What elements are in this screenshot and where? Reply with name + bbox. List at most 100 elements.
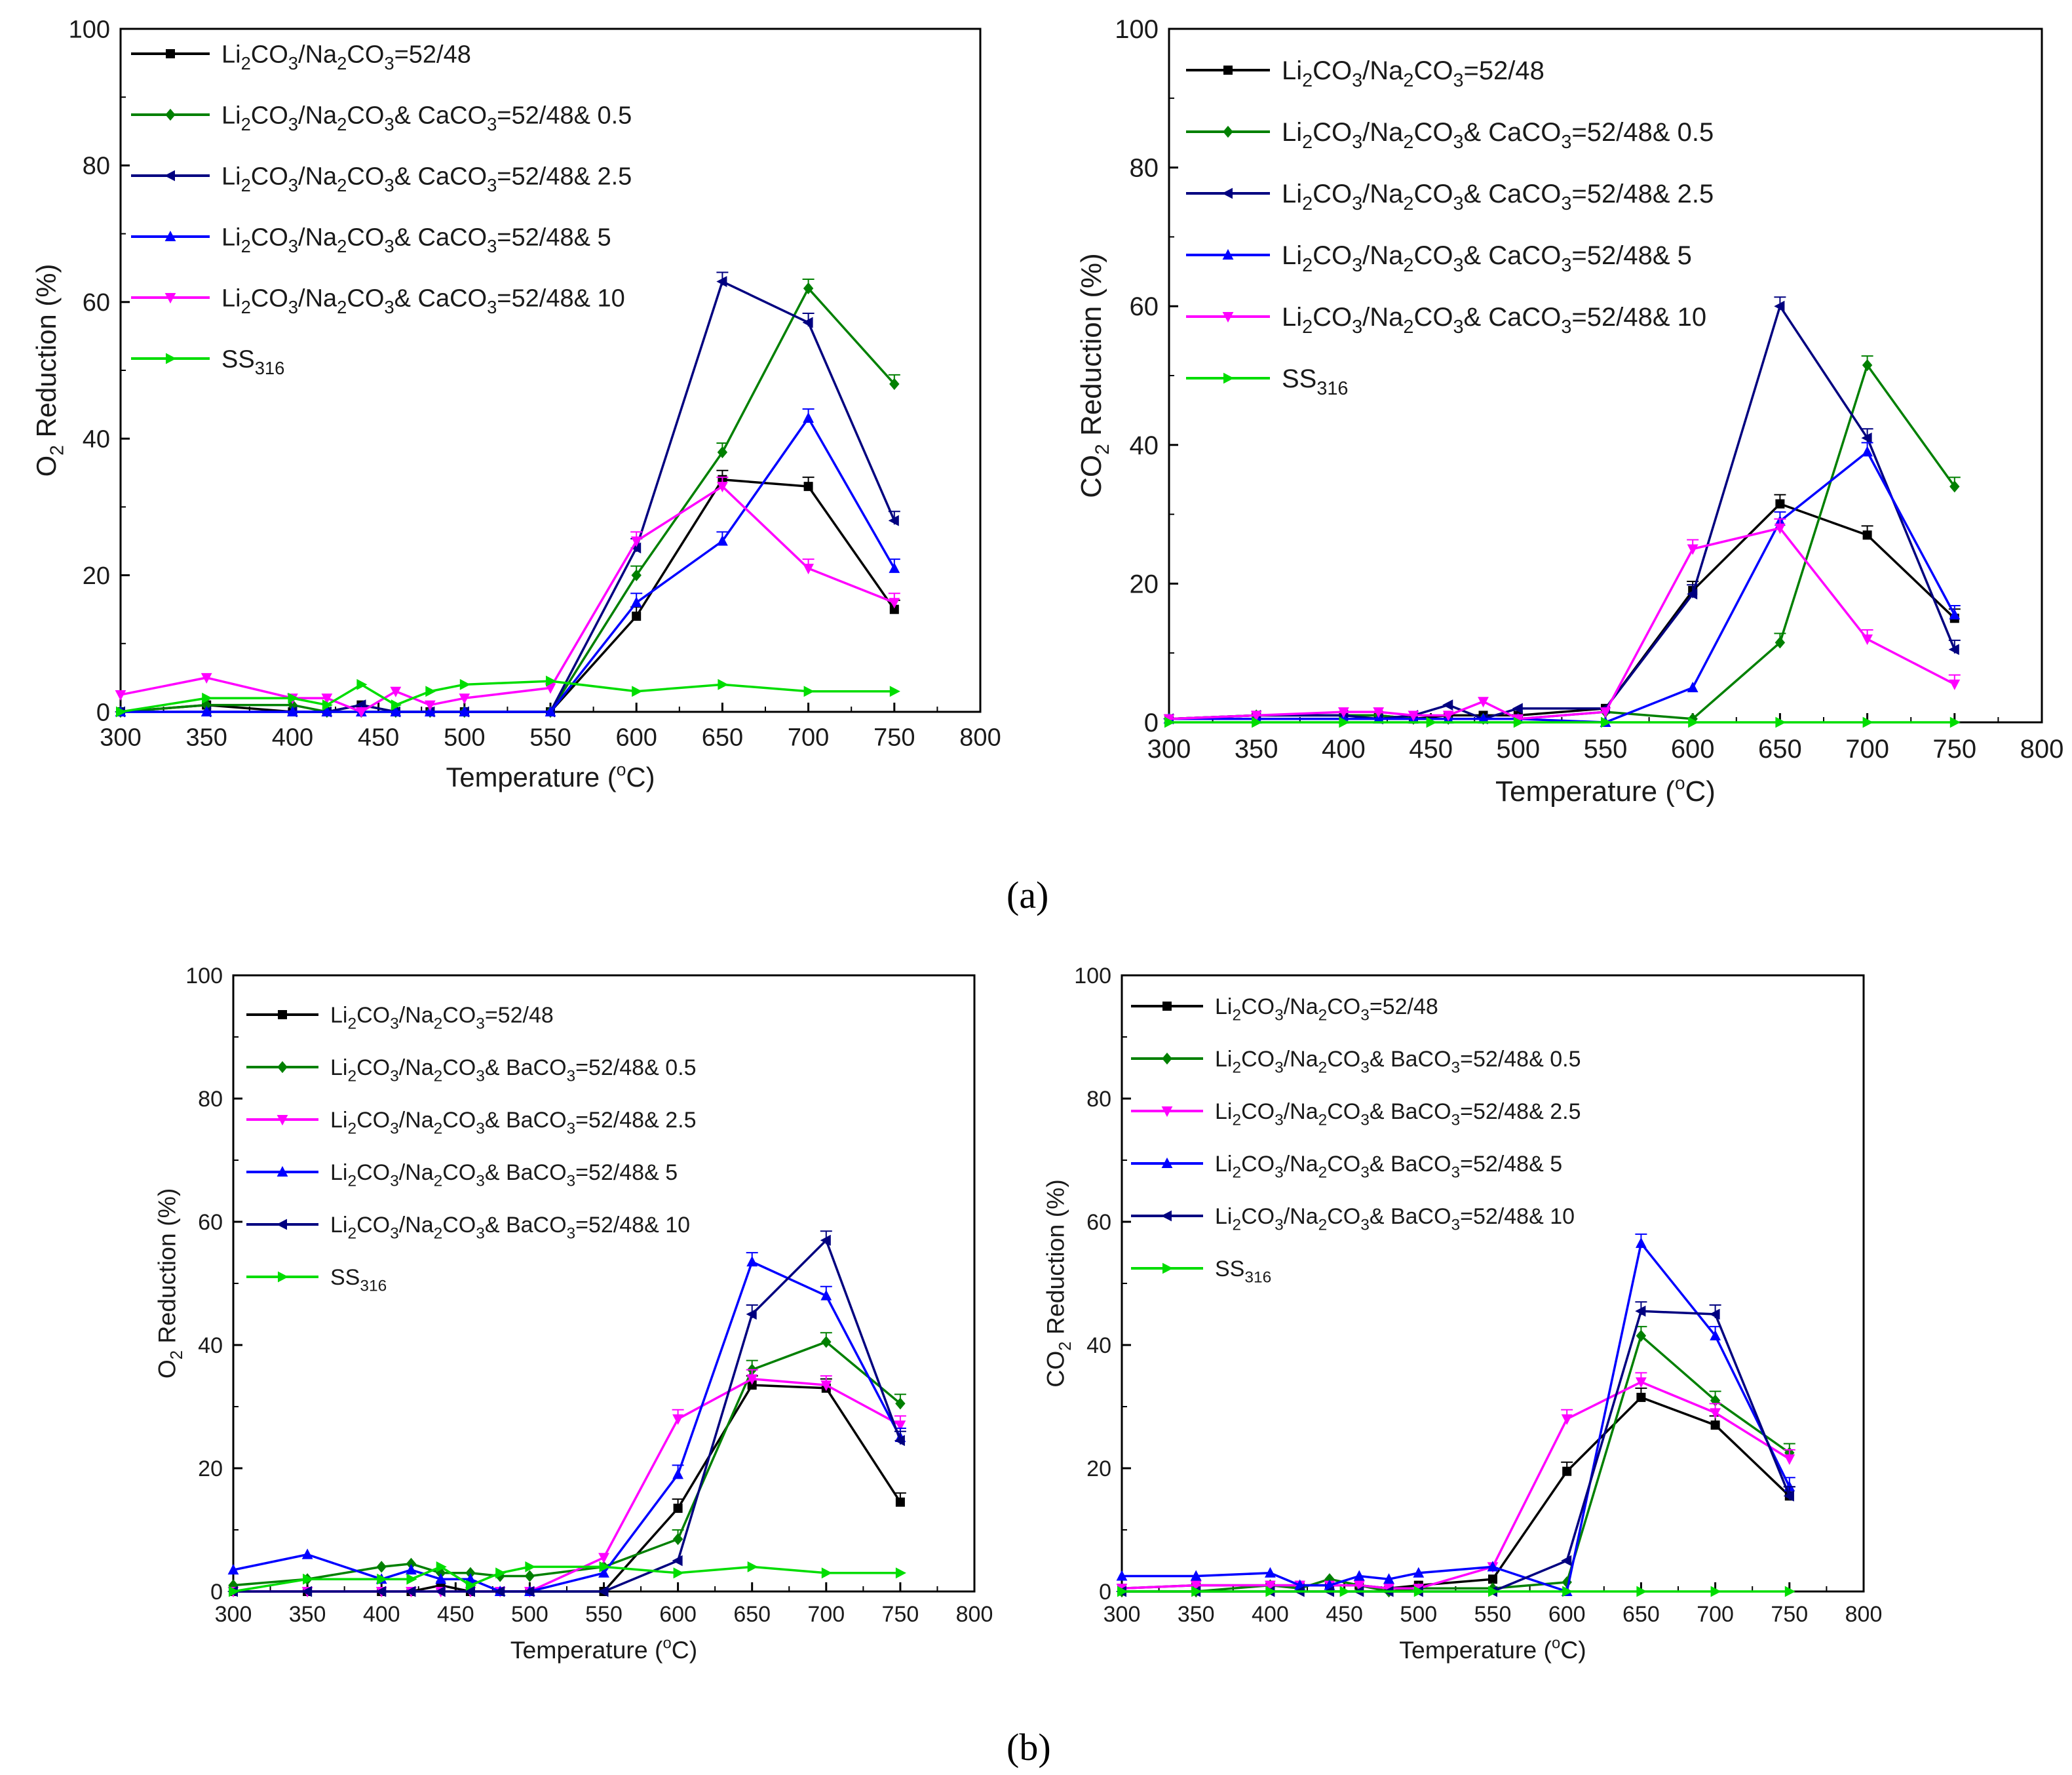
legend-label: Li2CO3/Na2CO3& CaCO3=52/48& 2.5: [1282, 180, 1714, 214]
data-point: [1636, 1392, 1646, 1402]
data-point: [166, 49, 175, 58]
data-point: [164, 293, 176, 304]
data-point: [1862, 634, 1873, 646]
data-point: [406, 1557, 417, 1570]
legend-entry: Li2CO3/Na2CO3& BaCO3=52/48& 5: [1131, 1152, 1562, 1181]
data-point: [632, 686, 643, 697]
data-point: [1562, 1586, 1573, 1597]
y-tick-label: 100: [1115, 15, 1159, 44]
legend-label: Li2CO3/Na2CO3& BaCO3=52/48& 0.5: [1215, 1047, 1581, 1077]
data-point: [425, 686, 436, 697]
data-point: [1687, 588, 1698, 600]
data-point: [1164, 716, 1176, 728]
chart-b_right: 300 350 400 450 500 550 600 650 700 750 800 0 20 40 60…: [1042, 964, 1883, 1664]
legend-label: Li2CO3/Na2CO3=52/48: [1282, 56, 1544, 91]
data-point: [1221, 187, 1233, 199]
legend-label: Li2CO3/Na2CO3=52/48: [221, 41, 471, 73]
x-tick-label: 450: [437, 1602, 474, 1627]
x-tick-label: 400: [1252, 1602, 1289, 1627]
data-point: [227, 1564, 239, 1575]
legend-entry: Li2CO3/Na2CO3& BaCO3=52/48& 2.5: [246, 1108, 696, 1137]
series-path: [1122, 1310, 1791, 1593]
data-point: [672, 1555, 683, 1567]
data-point: [803, 412, 814, 423]
x-tick-label: 650: [1622, 1602, 1660, 1627]
data-point: [1190, 1570, 1202, 1581]
y-tick-label: 60: [198, 1210, 223, 1235]
data-point: [164, 230, 176, 241]
data-point: [276, 1219, 287, 1230]
data-point: [1601, 716, 1612, 728]
y-tick-label: 20: [1086, 1456, 1111, 1481]
data-point: [287, 705, 298, 716]
x-tick-label: 550: [1474, 1602, 1512, 1627]
series-line: [1116, 1372, 1795, 1595]
x-tick-label: 300: [1147, 735, 1191, 764]
legend-label: Li2CO3/Na2CO3& CaCO3=52/48& 10: [1282, 303, 1706, 338]
data-point: [424, 700, 436, 711]
y-tick-label: 0: [1099, 1580, 1111, 1605]
data-point: [1561, 1555, 1572, 1567]
series-line: [1163, 518, 1961, 725]
data-point: [1162, 1002, 1172, 1011]
data-point: [630, 536, 642, 547]
data-point: [820, 1289, 832, 1300]
data-point: [288, 692, 299, 704]
series-line: [1164, 494, 1961, 724]
legend-label: SS316: [221, 345, 284, 378]
x-tick-label: 750: [1771, 1602, 1808, 1627]
series-path: [120, 478, 896, 713]
x-tick-label: 600: [1548, 1602, 1586, 1627]
y-tick-label: 80: [1086, 1087, 1111, 1112]
series-line: [227, 1230, 906, 1597]
series-path: [1168, 502, 1956, 720]
legend-entry: Li2CO3/Na2CO3& BaCO3=52/48& 0.5: [246, 1055, 696, 1085]
data-point: [406, 1573, 417, 1585]
data-point: [1161, 1106, 1173, 1118]
data-point: [1948, 644, 1959, 655]
data-point: [1512, 703, 1523, 714]
data-point: [803, 482, 813, 492]
data-point: [201, 673, 212, 684]
data-point: [1488, 1586, 1499, 1597]
data-point: [1862, 446, 1873, 457]
data-point: [894, 1435, 905, 1447]
x-axis-title: Temperature (oC): [1399, 1635, 1586, 1664]
legend-label: Li2CO3/Na2CO3=52/48: [1215, 994, 1438, 1024]
data-point: [1161, 1157, 1173, 1168]
x-tick-label: 350: [1235, 735, 1278, 764]
data-point: [1339, 1586, 1351, 1597]
y-tick-label: 40: [1086, 1333, 1111, 1358]
series-line: [116, 675, 900, 718]
y-tick-label: 60: [1086, 1210, 1111, 1235]
series-line: [1117, 1387, 1795, 1593]
data-point: [1426, 716, 1437, 728]
legend-label: Li2CO3/Na2CO3& BaCO3=52/48& 2.5: [1215, 1099, 1581, 1129]
series-path: [233, 1260, 902, 1593]
data-point: [1162, 1262, 1174, 1274]
x-tick-label: 700: [788, 724, 829, 751]
data-point: [820, 1380, 832, 1392]
y-tick-label: 0: [210, 1580, 223, 1605]
legend-entry: Li2CO3/Na2CO3& BaCO3=52/48& 10: [246, 1213, 690, 1242]
x-axis-title: Temperature (oC): [1495, 773, 1716, 808]
data-point: [1862, 359, 1873, 372]
data-point: [1709, 1308, 1720, 1320]
data-point: [278, 1271, 289, 1283]
series-path: [1122, 1242, 1791, 1593]
y-axis-title: CO2 Reduction (%): [1075, 253, 1113, 498]
data-point: [1353, 1580, 1365, 1591]
data-point: [1252, 716, 1263, 728]
legend-entry: Li2CO3/Na2CO3=52/48: [131, 41, 471, 73]
data-point: [321, 705, 333, 716]
x-tick-label: 600: [659, 1602, 697, 1627]
series-line: [229, 1561, 906, 1597]
data-point: [1265, 1580, 1276, 1591]
data-point: [1223, 372, 1235, 384]
data-point: [1116, 1570, 1128, 1581]
x-tick-label: 700: [807, 1602, 845, 1627]
data-point: [1710, 1408, 1721, 1419]
data-point: [1161, 1210, 1172, 1222]
data-point: [889, 562, 900, 574]
legend-label: Li2CO3/Na2CO3& CaCO3=52/48& 2.5: [221, 163, 632, 195]
